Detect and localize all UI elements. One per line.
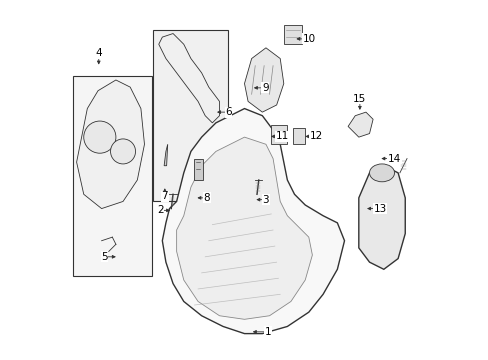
Text: 15: 15: [352, 94, 366, 104]
Bar: [271, 125, 287, 144]
Text: 6: 6: [224, 107, 231, 117]
Text: 1: 1: [264, 327, 270, 337]
Text: 4: 4: [95, 48, 102, 58]
Polygon shape: [164, 144, 167, 166]
Text: 5: 5: [101, 252, 107, 262]
Polygon shape: [77, 80, 144, 208]
Text: 8: 8: [203, 193, 210, 203]
Polygon shape: [176, 137, 312, 319]
Text: 7: 7: [161, 191, 168, 201]
Bar: [73, 76, 151, 276]
Bar: [194, 158, 203, 180]
Polygon shape: [244, 48, 283, 112]
Text: 11: 11: [275, 131, 288, 141]
Polygon shape: [162, 109, 344, 334]
Bar: [153, 30, 228, 202]
Text: 2: 2: [157, 205, 163, 215]
Text: 13: 13: [373, 203, 386, 213]
Polygon shape: [347, 112, 372, 137]
Text: 9: 9: [262, 83, 268, 93]
Polygon shape: [159, 33, 219, 123]
Bar: [283, 24, 301, 44]
Circle shape: [83, 121, 116, 153]
Polygon shape: [358, 166, 405, 269]
Text: 3: 3: [262, 195, 269, 204]
Text: 10: 10: [303, 34, 315, 44]
Text: 12: 12: [309, 131, 322, 141]
Bar: [292, 128, 305, 144]
Ellipse shape: [369, 164, 394, 182]
Circle shape: [110, 139, 135, 164]
Text: 14: 14: [387, 154, 400, 163]
